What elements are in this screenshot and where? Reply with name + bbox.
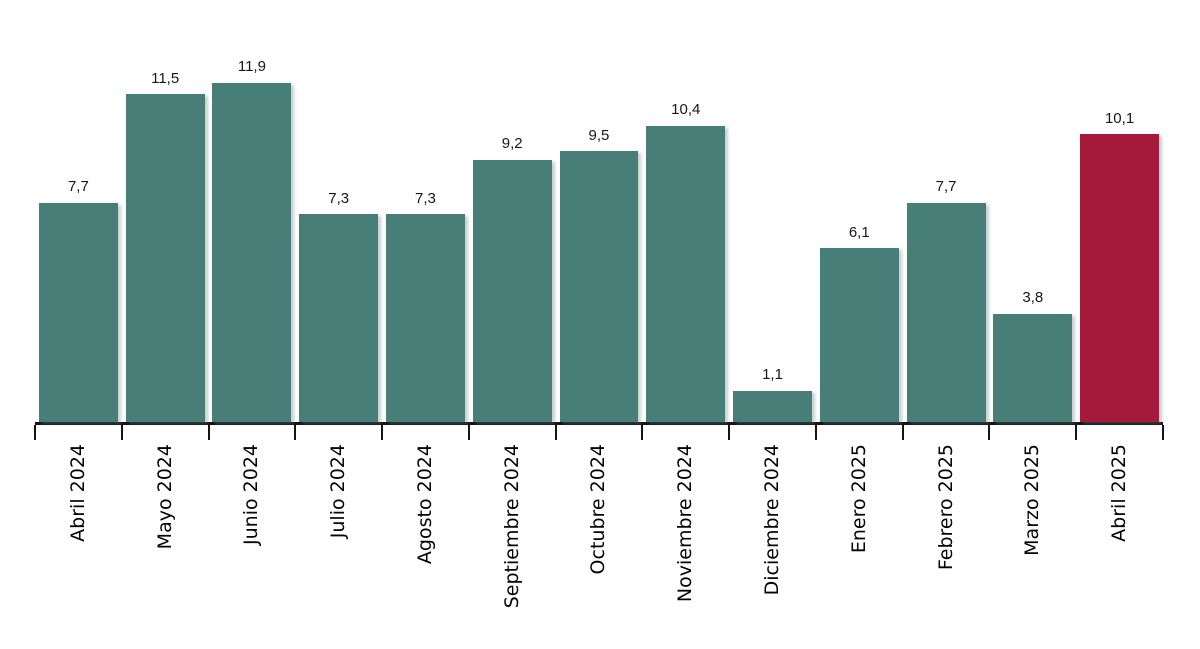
bar-slot: 11,9 bbox=[209, 0, 296, 422]
x-axis-label: Julio 2024 bbox=[327, 444, 350, 539]
bar bbox=[125, 94, 205, 422]
axis-tick bbox=[641, 425, 644, 440]
x-axis-label: Junio 2024 bbox=[240, 444, 263, 545]
axis-tick bbox=[381, 425, 384, 440]
bar-value-label: 10,4 bbox=[671, 101, 701, 119]
bar-slot: 7,3 bbox=[382, 0, 469, 422]
bar-value-label: 9,5 bbox=[588, 126, 610, 144]
x-label-cell: Junio 2024 bbox=[209, 444, 296, 649]
bar-value-label: 3,8 bbox=[1022, 289, 1044, 307]
bar bbox=[299, 214, 379, 422]
x-axis-label: Febrero 2025 bbox=[934, 444, 957, 571]
bar-value-label: 11,9 bbox=[237, 58, 266, 76]
axis-tick bbox=[34, 425, 36, 440]
bar-value-label: 10,1 bbox=[1104, 109, 1135, 127]
bar bbox=[385, 214, 465, 422]
x-axis-ticks bbox=[34, 425, 1164, 440]
x-label-cell: Noviembre 2024 bbox=[642, 444, 729, 649]
bar-slot: 1,1 bbox=[729, 0, 816, 422]
bar-slot: 6,1 bbox=[816, 0, 903, 422]
bar-slot: 10,4 bbox=[642, 0, 729, 422]
x-label-cell: Octubre 2024 bbox=[556, 444, 643, 649]
bar-value-label: 7,3 bbox=[415, 189, 436, 207]
axis-tick bbox=[1075, 425, 1078, 440]
bar bbox=[472, 159, 552, 422]
bar bbox=[38, 202, 118, 422]
axis-tick bbox=[207, 425, 210, 440]
x-label-cell: Abril 2024 bbox=[35, 444, 122, 649]
bar-slot: 7,7 bbox=[903, 0, 990, 422]
x-label-cell: Diciembre 2024 bbox=[729, 444, 816, 649]
bar-value-label: 7,3 bbox=[328, 189, 350, 207]
x-axis-label: Abril 2024 bbox=[66, 444, 89, 542]
x-label-cell: Marzo 2025 bbox=[989, 444, 1076, 649]
x-label-cell: Agosto 2024 bbox=[382, 444, 469, 649]
bar bbox=[733, 390, 812, 422]
bar-value-label: 1,1 bbox=[762, 366, 783, 384]
axis-tick bbox=[728, 425, 731, 440]
bar bbox=[993, 313, 1073, 422]
x-axis-label: Octubre 2024 bbox=[587, 444, 610, 575]
bar-value-label: 7,7 bbox=[935, 178, 957, 195]
x-label-cell: Septiembre 2024 bbox=[469, 444, 556, 649]
x-axis-label: Abril 2025 bbox=[1108, 444, 1131, 542]
bar-slot: 9,5 bbox=[556, 0, 643, 422]
bar-slot: 11,5 bbox=[122, 0, 209, 422]
axis-tick bbox=[1162, 425, 1164, 440]
x-axis-label: Agosto 2024 bbox=[413, 444, 436, 565]
bar bbox=[906, 202, 986, 422]
x-axis-label: Mayo 2024 bbox=[153, 444, 176, 550]
x-axis-label: Marzo 2025 bbox=[1021, 444, 1044, 556]
bar bbox=[559, 151, 639, 422]
bar-highlight bbox=[1080, 134, 1160, 422]
x-axis-label: Noviembre 2024 bbox=[674, 444, 697, 603]
bar-value-label: 6,1 bbox=[848, 223, 870, 241]
x-label-cell: Febrero 2025 bbox=[903, 444, 990, 649]
x-axis-label: Diciembre 2024 bbox=[761, 444, 783, 596]
bar-slot: 9,2 bbox=[469, 0, 556, 422]
x-axis-labels: Abril 2024 Mayo 2024 Junio 2024 Julio 2024 A… bbox=[35, 444, 1163, 649]
axis-tick bbox=[814, 425, 817, 440]
x-axis-label: Septiembre 2024 bbox=[500, 444, 523, 609]
bar-slot: 7,3 bbox=[295, 0, 382, 422]
axis-tick bbox=[901, 425, 904, 440]
axis-tick bbox=[467, 425, 470, 440]
bar bbox=[646, 125, 726, 422]
x-label-cell: Mayo 2024 bbox=[122, 444, 209, 649]
axis-tick bbox=[988, 425, 991, 440]
bar-slot: 3,8 bbox=[989, 0, 1076, 422]
bar-value-label: 7,7 bbox=[67, 178, 89, 195]
bar-value-label: 9,2 bbox=[501, 135, 523, 153]
bar-slot: 10,1 bbox=[1076, 0, 1163, 422]
bar bbox=[212, 82, 292, 422]
x-axis-label: Enero 2025 bbox=[847, 444, 870, 554]
plot-area: 7,7 11,5 11,9 7,3 7,3 9,2 9,5 10,4 1,1 6,1 7,7 3,8 1… bbox=[35, 0, 1163, 425]
x-label-cell: Enero 2025 bbox=[816, 444, 903, 649]
axis-tick bbox=[294, 425, 297, 440]
axis-tick bbox=[554, 425, 557, 440]
x-label-cell: Julio 2024 bbox=[295, 444, 382, 649]
axis-tick bbox=[120, 425, 123, 440]
x-label-cell: Abril 2025 bbox=[1076, 444, 1163, 649]
bar-value-label: 11,5 bbox=[151, 69, 180, 87]
bar bbox=[819, 248, 899, 422]
bar-slot: 7,7 bbox=[35, 0, 122, 422]
